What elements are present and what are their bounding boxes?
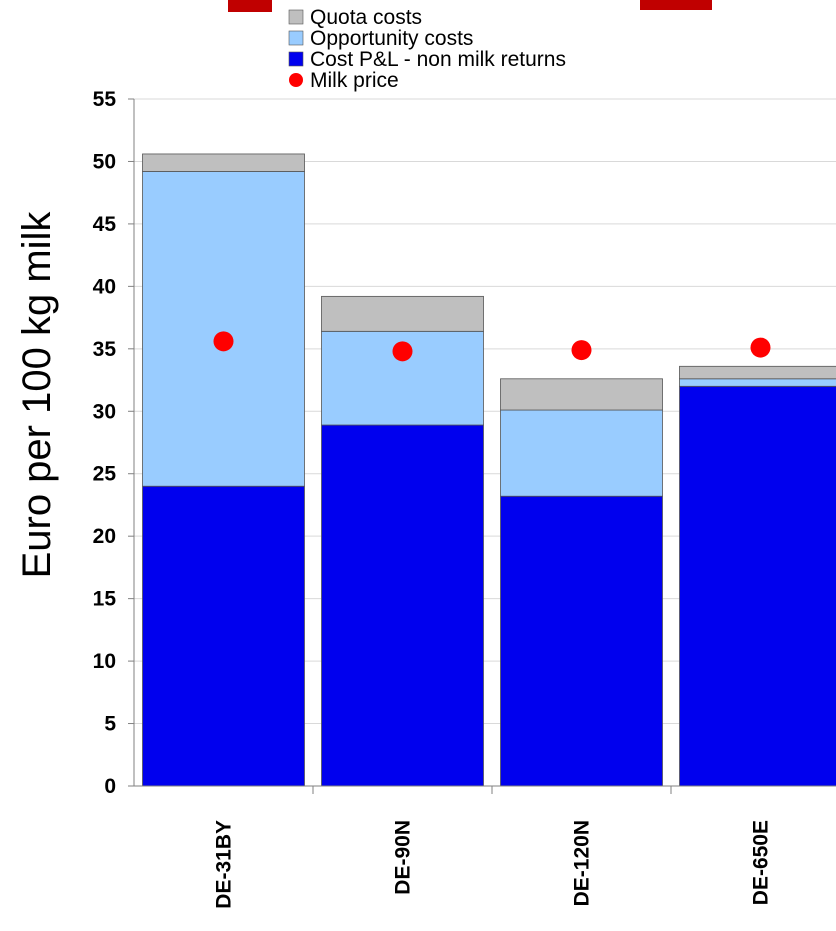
- y-axis: 0 5 10 15 20 25 30 35 40 45 50 55: [93, 88, 135, 798]
- y-tick-label: 0: [104, 775, 116, 798]
- title-fragment-right: [640, 0, 712, 10]
- y-tick-label: 15: [93, 588, 117, 611]
- y-axis-label: Euro per 100 kg milk: [15, 211, 59, 579]
- x-tick-label: DE-650E: [750, 820, 773, 905]
- title-fragment-left: [228, 0, 272, 12]
- legend-label: Quota costs: [310, 6, 422, 29]
- y-tick-label: 40: [93, 275, 116, 298]
- bars: [142, 153, 836, 787]
- legend-swatch: [288, 51, 304, 67]
- y-tick-label: 30: [93, 400, 116, 423]
- bar-segment-opportunity-costs: [500, 409, 663, 497]
- y-tick-label: 25: [93, 463, 117, 486]
- bar-segment-cost-p-l-non-milk-returns: [142, 485, 305, 787]
- bar-segment-opportunity-costs: [679, 378, 836, 387]
- y-tick-label: 45: [93, 213, 117, 236]
- milk-price-markers: [213, 331, 771, 362]
- x-tick-label: DE-31BY: [213, 820, 236, 909]
- milk-price-point: [750, 337, 771, 358]
- x-axis: DE-31BY DE-90N DE-120N DE-650E: [134, 785, 836, 909]
- y-tick-label: 55: [93, 88, 117, 111]
- legend-swatch: [288, 30, 304, 46]
- bar-segment-quota-costs: [142, 153, 305, 172]
- bar-segment-quota-costs: [321, 295, 484, 332]
- legend-label: Milk price: [310, 69, 399, 92]
- y-tick-label: 50: [93, 150, 116, 173]
- bar-segment-cost-p-l-non-milk-returns: [321, 424, 484, 787]
- y-tick-label: 20: [93, 525, 116, 548]
- cropped-title: [228, 0, 712, 12]
- legend-label: Cost P&L - non milk returns: [310, 48, 566, 71]
- bar-segment-cost-p-l-non-milk-returns: [500, 495, 663, 787]
- bar-segment-quota-costs: [679, 365, 836, 380]
- legend-swatch: [288, 9, 304, 25]
- x-tick-label: DE-120N: [571, 820, 594, 906]
- milk-price-point: [213, 331, 234, 352]
- milk-price-point: [571, 340, 592, 361]
- legend-swatch-milk-price: [289, 73, 303, 87]
- bar-segment-opportunity-costs: [142, 171, 305, 487]
- milk-price-point: [392, 341, 413, 362]
- legend-label: Opportunity costs: [310, 27, 473, 50]
- x-tick-label: DE-90N: [392, 820, 415, 895]
- y-tick-label: 5: [104, 713, 116, 736]
- y-tick-label: 35: [93, 338, 117, 361]
- bar-segment-cost-p-l-non-milk-returns: [679, 385, 836, 787]
- y-tick-label: 10: [93, 650, 116, 673]
- bar-segment-quota-costs: [500, 378, 663, 411]
